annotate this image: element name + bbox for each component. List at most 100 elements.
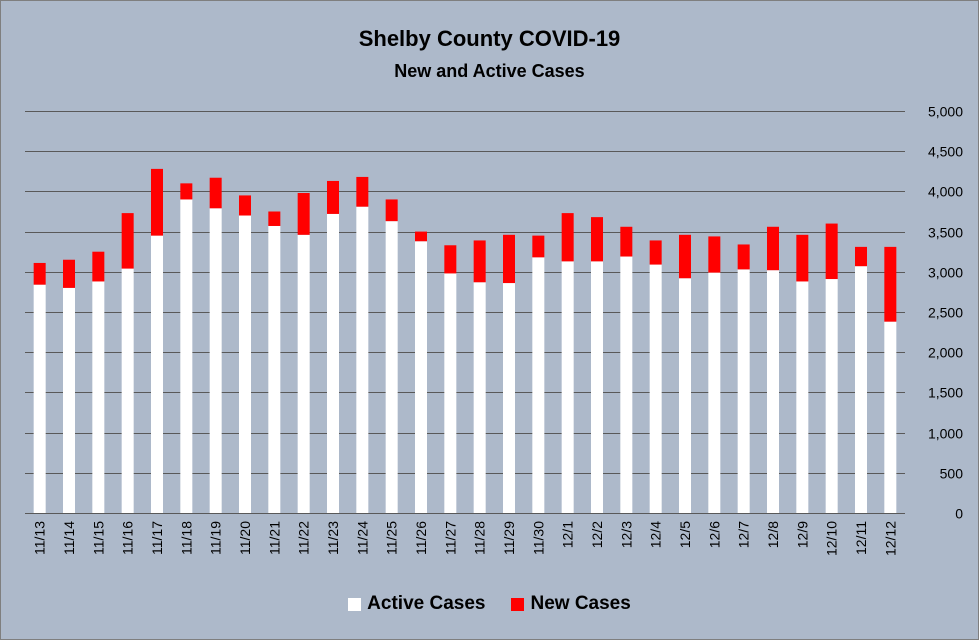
bar-active-cases [767, 270, 779, 513]
bar-active-cases [796, 281, 809, 513]
bar-active-cases [327, 213, 339, 514]
bar-active-cases [737, 269, 750, 513]
y-tick-label: 0 [955, 506, 963, 522]
bar-new-cases [444, 245, 457, 274]
legend-item-new: New Cases [511, 593, 631, 615]
y-tick-label: 500 [940, 466, 964, 482]
bar-new-cases [825, 223, 838, 280]
bar-active-cases [92, 281, 105, 513]
x-tick-label: 11/16 [120, 521, 136, 555]
x-tick-label: 11/17 [149, 521, 165, 555]
y-tick-label: 2,000 [928, 345, 963, 361]
bar-active-cases [708, 272, 721, 513]
gridlines [25, 111, 905, 514]
bar-active-cases [855, 266, 867, 513]
bar-active-cases [33, 284, 46, 513]
x-tick-label: 11/25 [384, 521, 400, 555]
bar-new-cases [63, 259, 75, 288]
bar-active-cases [620, 256, 633, 513]
x-tick-label: 12/11 [853, 521, 869, 555]
x-tick-label: 12/12 [882, 521, 898, 556]
x-tick-label: 11/30 [530, 521, 546, 555]
y-tick-label: 3,500 [928, 225, 963, 241]
legend-swatch-active [348, 597, 362, 611]
bar-active-cases [356, 206, 369, 513]
y-tick-label: 4,000 [928, 184, 963, 200]
legend-swatch-new [511, 597, 525, 611]
bar-new-cases [620, 226, 633, 257]
x-tick-label: 11/29 [501, 521, 517, 555]
x-tick-label: 11/18 [178, 521, 194, 555]
bar-active-cases [239, 215, 251, 513]
x-tick-label: 11/24 [354, 521, 370, 555]
chart-title: Shelby County COVID-19 [358, 26, 621, 51]
y-tick-label: 5,000 [928, 104, 963, 120]
bar-new-cases [473, 240, 486, 283]
bar-active-cases [121, 268, 134, 513]
bar-new-cases [209, 177, 222, 209]
bar-new-cases [356, 176, 369, 207]
y-tick-label: 4,500 [928, 144, 963, 160]
bar-active-cases [63, 287, 75, 513]
x-tick-label: 11/27 [442, 521, 458, 555]
x-tick-label: 11/22 [296, 521, 312, 555]
bar-new-cases [385, 199, 398, 222]
bar-new-cases [180, 183, 193, 200]
bar-new-cases [503, 234, 515, 284]
bar-new-cases [679, 234, 691, 279]
x-tick-label: 11/20 [237, 521, 253, 555]
x-tick-label: 11/26 [413, 521, 429, 555]
x-axis-ticks: 11/13 11/14 11/15 11/16 11/17 11/18 11/19 11/20… [32, 521, 899, 556]
bar-active-cases [649, 264, 662, 513]
bar-new-cases [561, 213, 574, 262]
bar-new-cases [415, 231, 427, 242]
bar-active-cases [385, 221, 398, 513]
x-tick-label: 11/19 [208, 521, 224, 555]
bar-active-cases [209, 208, 222, 513]
bar-new-cases [855, 246, 867, 267]
bar-active-cases [473, 282, 486, 513]
x-tick-label: 11/28 [472, 521, 488, 555]
chart-subtitle: New and Active Cases [394, 61, 585, 81]
bar-active-cases [151, 235, 163, 513]
bar-new-cases [591, 217, 603, 262]
y-tick-label: 3,000 [928, 265, 963, 281]
bar-new-cases [239, 195, 251, 216]
bar-new-cases [151, 168, 163, 236]
x-tick-label: 11/21 [266, 521, 282, 555]
bar-active-cases [884, 321, 897, 513]
bar-new-cases [796, 234, 809, 282]
y-tick-label: 2,500 [928, 305, 963, 321]
x-tick-label: 12/4 [648, 521, 664, 548]
bar-new-cases [121, 213, 134, 269]
y-tick-label: 1,000 [928, 426, 963, 442]
y-axis-ticks: 0 500 1,000 1,500 2,000 2,500 3,000 3,500 4,000 4… [928, 104, 963, 522]
bar-new-cases [737, 244, 750, 270]
bar-active-cases [415, 241, 427, 514]
bar-active-cases [268, 225, 281, 514]
bar-new-cases [649, 240, 662, 265]
bar-new-cases [532, 235, 545, 258]
x-tick-label: 12/3 [618, 521, 634, 548]
bar-new-cases [297, 193, 310, 235]
x-tick-label: 12/1 [560, 521, 576, 548]
x-tick-label: 12/9 [794, 521, 810, 548]
bar-new-cases [327, 180, 339, 214]
bar-active-cases [532, 257, 545, 513]
bar-active-cases [561, 261, 574, 513]
bar-active-cases [591, 261, 603, 513]
bar-new-cases [767, 226, 779, 271]
bar-new-cases [33, 262, 46, 285]
bar-active-cases [825, 279, 838, 513]
x-tick-label: 11/14 [61, 521, 77, 555]
legend-label-new: New Cases [530, 593, 631, 614]
bar-active-cases [444, 273, 457, 513]
bar-new-cases [268, 211, 281, 226]
legend: Active Cases New Cases [1, 593, 978, 615]
x-tick-label: 12/2 [589, 521, 605, 548]
bar-new-cases [884, 246, 897, 322]
bar-new-cases [708, 236, 721, 273]
x-tick-label: 11/13 [32, 521, 48, 555]
